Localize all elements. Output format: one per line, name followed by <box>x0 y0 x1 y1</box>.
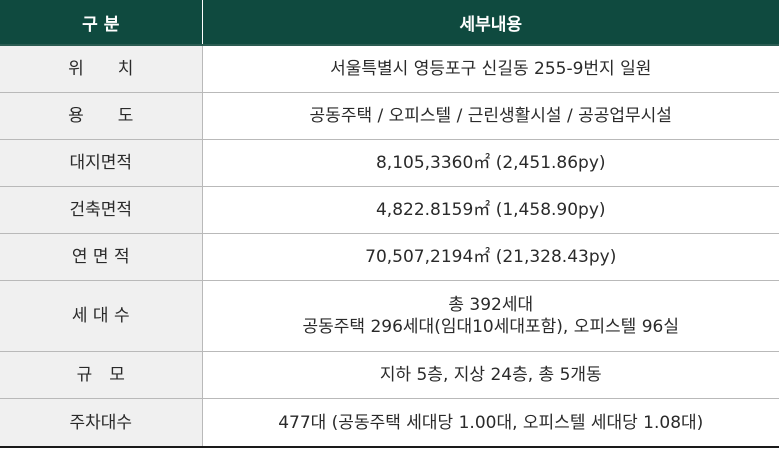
row-label: 위 치 <box>0 44 203 93</box>
row-label: 세 대 수 <box>0 280 203 352</box>
table-row-households: 세 대 수 총 392세대 공동주택 296세대(임대10세대포함), 오피스텔… <box>0 280 779 352</box>
building-overview-table: 구 분 세부내용 위 치 서울특별시 영등포구 신길동 255-9번지 일원 용… <box>0 0 779 448</box>
households-total: 총 392세대 <box>448 295 534 315</box>
row-label: 규 모 <box>0 351 203 399</box>
row-value: 지하 5층, 지상 24층, 총 5개동 <box>202 351 779 399</box>
row-value: 총 392세대 공동주택 296세대(임대10세대포함), 오피스텔 96실 <box>202 280 779 352</box>
header-category: 구 분 <box>0 0 203 45</box>
table-header-row: 구 분 세부내용 <box>0 0 779 45</box>
households-breakdown: 공동주택 296세대(임대10세대포함), 오피스텔 96실 <box>302 317 679 337</box>
table-row-parking: 주차대수 477대 (공동주택 세대당 1.00대, 오피스텔 세대당 1.08… <box>0 398 779 448</box>
row-value: 70,507,2194㎡ (21,328.43py) <box>202 233 779 281</box>
table-row-building-area: 건축면적 4,822.8159㎡ (1,458.90py) <box>0 186 779 234</box>
row-value: 4,822.8159㎡ (1,458.90py) <box>202 186 779 234</box>
row-label: 건축면적 <box>0 186 203 234</box>
row-label: 용 도 <box>0 92 203 140</box>
table-row-usage: 용 도 공동주택 / 오피스텔 / 근린생활시설 / 공공업무시설 <box>0 92 779 140</box>
row-label: 대지면적 <box>0 139 203 187</box>
row-label: 연 면 적 <box>0 233 203 281</box>
table-row-site-area: 대지면적 8,105,3360㎡ (2,451.86py) <box>0 139 779 187</box>
row-value: 공동주택 / 오피스텔 / 근린생활시설 / 공공업무시설 <box>202 92 779 140</box>
table-row-scale: 규 모 지하 5층, 지상 24층, 총 5개동 <box>0 351 779 399</box>
row-value: 8,105,3360㎡ (2,451.86py) <box>202 139 779 187</box>
row-label: 주차대수 <box>0 398 203 448</box>
row-value: 477대 (공동주택 세대당 1.00대, 오피스텔 세대당 1.08대) <box>202 398 779 448</box>
row-value: 서울특별시 영등포구 신길동 255-9번지 일원 <box>202 44 779 93</box>
table-row-gross-floor-area: 연 면 적 70,507,2194㎡ (21,328.43py) <box>0 233 779 281</box>
table-row-location: 위 치 서울특별시 영등포구 신길동 255-9번지 일원 <box>0 44 779 93</box>
header-details: 세부내용 <box>202 0 779 45</box>
